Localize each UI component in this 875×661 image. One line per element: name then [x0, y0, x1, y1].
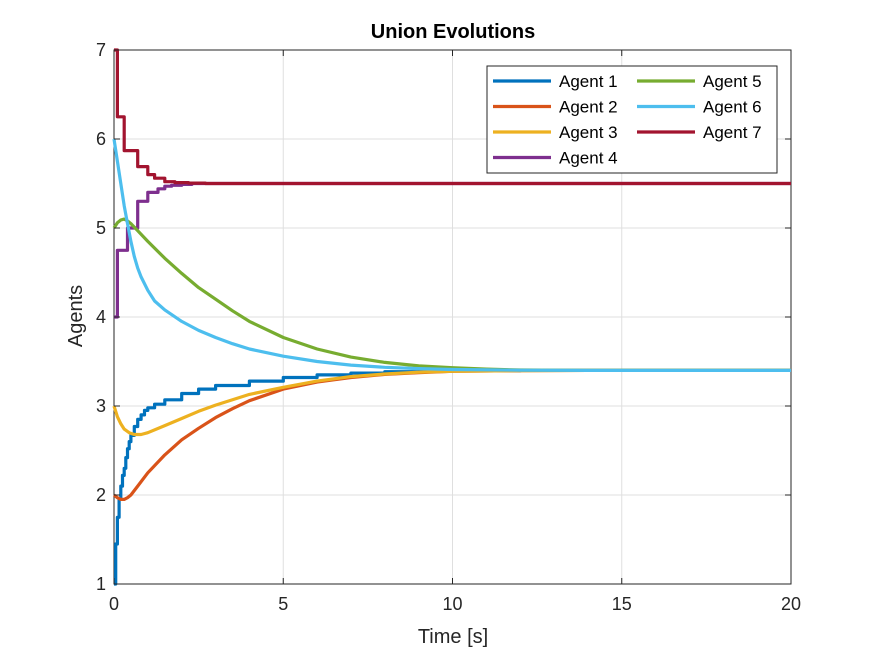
x-tick-label: 5 — [278, 594, 288, 614]
legend-label: Agent 3 — [559, 123, 618, 142]
series-line-7 — [114, 48, 791, 186]
axes-layer: 0 5 10 15 20 1 2 3 4 5 6 7 — [96, 40, 801, 614]
series-line-4 — [114, 181, 791, 319]
y-axis-label: Agents — [65, 285, 87, 347]
y-tick-label: 5 — [96, 218, 106, 238]
x-axis-label: Time [s] — [418, 626, 488, 648]
legend-label: Agent 1 — [559, 72, 618, 91]
legend-box — [486, 65, 778, 174]
legend-label: Agent 2 — [559, 98, 618, 117]
y-tick-label: 6 — [96, 129, 106, 149]
legend-label: Agent 6 — [703, 98, 762, 117]
x-tick-label: 15 — [612, 594, 632, 614]
chart-title: Union Evolutions — [371, 21, 535, 43]
y-tick-label: 3 — [96, 396, 106, 416]
x-tick-label: 0 — [109, 594, 119, 614]
legend: Agent 1 Agent 2 Agent 3 Agent 4 Agent 5 Agent… — [486, 65, 778, 174]
y-tick-label: 1 — [96, 574, 106, 594]
x-tick-label: 20 — [781, 594, 801, 614]
series-line-6 — [112, 138, 791, 372]
y-tick-label: 7 — [96, 40, 106, 60]
x-tick-label: 10 — [442, 594, 462, 614]
y-tick-label: 4 — [96, 307, 106, 327]
series-layer — [112, 48, 791, 586]
legend-label: Agent 7 — [703, 123, 762, 142]
legend-label: Agent 4 — [559, 149, 618, 168]
legend-label: Agent 5 — [703, 72, 762, 91]
series-line-1 — [114, 368, 791, 586]
series-line-3 — [112, 368, 791, 437]
y-tick-label: 2 — [96, 485, 106, 505]
